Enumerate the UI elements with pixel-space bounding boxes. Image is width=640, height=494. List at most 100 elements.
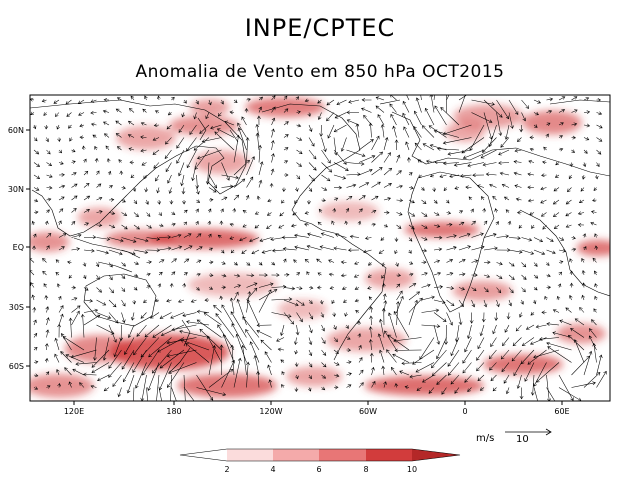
wind-vector — [408, 212, 416, 217]
wind-vector — [462, 349, 472, 364]
wind-vector — [158, 212, 163, 216]
wind-vector — [399, 370, 410, 376]
wind-vector — [346, 172, 361, 177]
wind-vector — [293, 337, 298, 346]
wind-vector — [321, 198, 326, 203]
wind-vector — [196, 387, 227, 397]
wind-vector — [546, 285, 552, 290]
wind-vector — [54, 112, 60, 117]
wind-vector — [392, 125, 397, 138]
wind-vector — [33, 198, 39, 203]
wind-vector — [203, 312, 222, 326]
wind-vector — [578, 199, 585, 203]
wind-vector — [108, 312, 119, 324]
wind-vector — [577, 211, 585, 216]
wind-vector — [196, 319, 222, 338]
wind-vector — [527, 172, 535, 177]
wind-vector — [521, 112, 526, 122]
wind-vector — [213, 304, 222, 313]
wind-vector — [476, 184, 485, 189]
wind-vector — [569, 162, 574, 168]
wind-vector — [167, 111, 172, 116]
wind-vector — [333, 246, 347, 251]
wind-vector — [519, 124, 524, 133]
wind-vector — [401, 361, 422, 366]
wind-vector — [521, 237, 533, 242]
wind-vector — [246, 262, 251, 266]
wind-vector — [140, 148, 147, 153]
wind-vector — [215, 313, 235, 338]
wind-vector — [221, 162, 230, 181]
wind-vector — [592, 257, 597, 263]
wind-vector — [245, 137, 250, 163]
wind-vector — [582, 233, 587, 238]
wind-vector — [217, 112, 222, 117]
wind-vector — [547, 346, 572, 363]
wind-vector — [254, 211, 260, 215]
wind-vector — [171, 245, 183, 251]
wind-vector — [181, 112, 185, 118]
wind-vector — [421, 248, 428, 253]
wind-vector — [121, 237, 137, 243]
wind-vector — [505, 209, 510, 213]
wind-vector — [529, 147, 535, 152]
wind-vector — [512, 337, 522, 347]
wind-vector — [346, 195, 353, 201]
wind-vector — [91, 362, 110, 373]
wind-vector — [230, 344, 235, 376]
wind-vector — [375, 105, 385, 113]
wind-vector — [214, 131, 235, 151]
wind-vector — [384, 330, 397, 351]
wind-vector — [121, 287, 126, 292]
wind-vector — [208, 174, 217, 189]
wind-vector — [378, 249, 385, 254]
wind-vector — [106, 158, 111, 163]
wind-vector — [167, 174, 172, 184]
wind-vector — [71, 221, 76, 226]
colorbar-label: 10 — [407, 465, 417, 474]
wind-vector — [233, 134, 241, 163]
wind-vector — [239, 237, 247, 242]
wind-vector — [434, 105, 447, 126]
wind-vector — [157, 283, 162, 288]
wind-vector — [371, 380, 376, 388]
wind-vector — [199, 124, 210, 134]
wind-vector — [296, 299, 305, 306]
lat-tick-label: 60N — [8, 126, 24, 135]
wind-vector — [321, 137, 327, 153]
wind-vector — [415, 362, 435, 373]
wind-vector — [83, 298, 94, 303]
wind-vector — [283, 108, 289, 113]
wind-vector — [233, 357, 242, 388]
wind-vector — [319, 299, 324, 305]
wind-vector — [90, 99, 97, 103]
wind-vector — [45, 329, 50, 338]
wind-vector — [296, 272, 301, 276]
anomaly-region — [364, 375, 485, 396]
wind-vector — [340, 260, 347, 265]
anomaly-region — [277, 299, 328, 320]
wind-vector — [355, 123, 360, 138]
anomaly-region — [189, 99, 230, 116]
wind-vector — [178, 124, 185, 133]
wind-vector — [433, 259, 441, 264]
wind-vector — [546, 273, 551, 278]
wind-vector — [321, 324, 325, 332]
anomaly-region — [77, 207, 122, 228]
wind-vector — [96, 223, 103, 228]
wind-vector — [378, 349, 385, 363]
wind-vector — [447, 349, 460, 367]
wind-vector — [280, 384, 285, 388]
wind-vector — [208, 187, 217, 193]
wind-vector — [96, 237, 111, 241]
wind-vector — [58, 295, 62, 301]
wind-vector — [229, 297, 235, 313]
wind-vector — [115, 120, 122, 126]
wind-vector — [412, 349, 435, 365]
wind-vector — [183, 99, 187, 104]
wind-vector — [503, 196, 510, 201]
wind-vector — [502, 337, 510, 347]
wind-vector — [45, 306, 50, 313]
wind-vector — [197, 149, 222, 160]
wind-vector — [403, 126, 410, 138]
